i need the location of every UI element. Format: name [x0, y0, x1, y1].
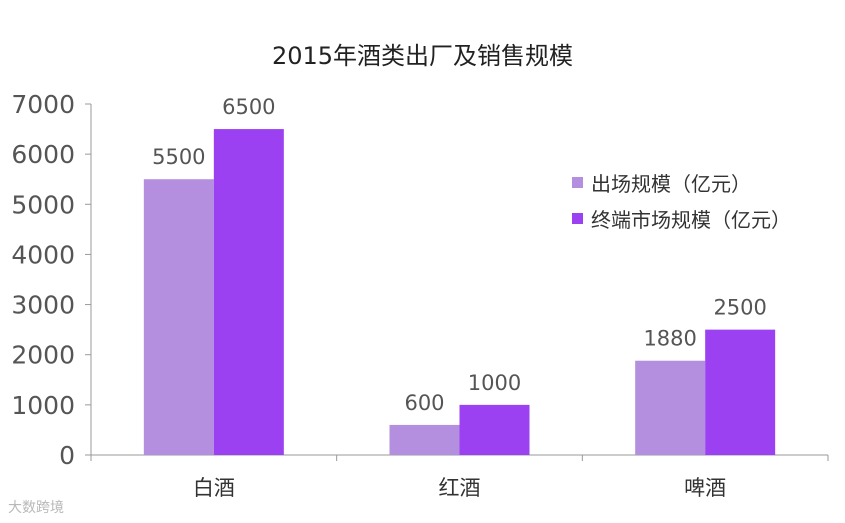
legend-label: 出场规模（亿元）: [591, 171, 751, 196]
bar: [143, 179, 214, 455]
data-label: 1880: [643, 327, 696, 351]
legend-label: 终端市场规模（亿元）: [591, 207, 791, 232]
y-tick-label: 5000: [11, 190, 75, 219]
data-label: 1000: [468, 371, 521, 395]
bar: [389, 424, 460, 455]
data-label: 5500: [152, 145, 205, 169]
data-label: 600: [404, 391, 444, 415]
x-tick-label: 白酒: [193, 476, 235, 500]
x-tick-label: 啤酒: [684, 476, 726, 500]
legend: 出场规模（亿元） 终端市场规模（亿元）: [572, 164, 791, 236]
y-tick-label: 6000: [11, 140, 75, 169]
y-tick-label: 4000: [11, 240, 75, 269]
legend-item: 终端市场规模（亿元）: [572, 200, 791, 236]
legend-item: 出场规模（亿元）: [572, 164, 791, 200]
bar: [705, 329, 776, 455]
bar: [459, 404, 530, 455]
data-label: 6500: [222, 95, 275, 119]
y-tick-label: 2000: [11, 341, 75, 370]
y-tick-label: 0: [59, 441, 75, 470]
y-tick-label: 3000: [11, 291, 75, 320]
y-tick-label: 1000: [11, 391, 75, 420]
x-tick-label: 红酒: [439, 476, 481, 500]
watermark-logo: 大数跨境: [8, 500, 64, 516]
legend-swatch: [572, 176, 583, 188]
chart-title: 2015年酒类出厂及销售规模: [271, 42, 574, 70]
data-label: 2500: [713, 296, 766, 320]
legend-swatch: [572, 212, 583, 224]
y-tick-label: 7000: [11, 90, 75, 119]
bar: [213, 129, 284, 456]
bar: [635, 360, 706, 455]
